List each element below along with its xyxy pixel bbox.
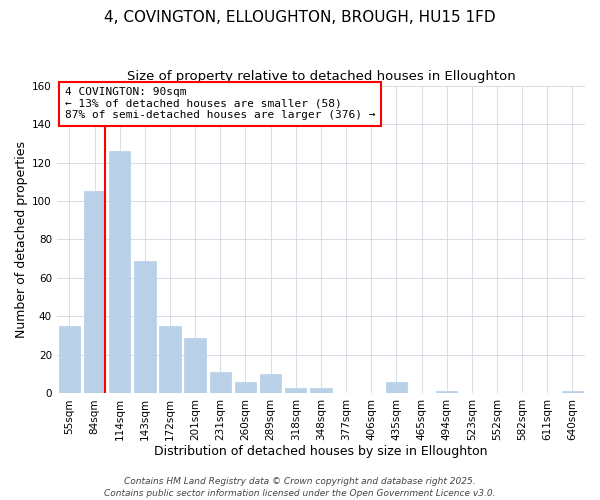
Text: 4, COVINGTON, ELLOUGHTON, BROUGH, HU15 1FD: 4, COVINGTON, ELLOUGHTON, BROUGH, HU15 1…: [104, 10, 496, 25]
Bar: [134, 260, 155, 394]
Text: Contains HM Land Registry data © Crown copyright and database right 2025.
Contai: Contains HM Land Registry data © Crown c…: [104, 476, 496, 498]
Text: 4 COVINGTON: 90sqm
← 13% of detached houses are smaller (58)
87% of semi-detache: 4 COVINGTON: 90sqm ← 13% of detached hou…: [65, 87, 375, 120]
Bar: [84, 192, 105, 394]
X-axis label: Distribution of detached houses by size in Elloughton: Distribution of detached houses by size …: [154, 444, 488, 458]
Bar: [285, 388, 307, 394]
Title: Size of property relative to detached houses in Elloughton: Size of property relative to detached ho…: [127, 70, 515, 83]
Bar: [386, 382, 407, 394]
Bar: [260, 374, 281, 394]
Bar: [310, 388, 332, 394]
Bar: [436, 392, 457, 394]
Bar: [159, 326, 181, 394]
Bar: [235, 382, 256, 394]
Bar: [184, 338, 206, 394]
Bar: [209, 372, 231, 394]
Bar: [109, 151, 130, 394]
Y-axis label: Number of detached properties: Number of detached properties: [15, 141, 28, 338]
Bar: [562, 392, 583, 394]
Bar: [59, 326, 80, 394]
